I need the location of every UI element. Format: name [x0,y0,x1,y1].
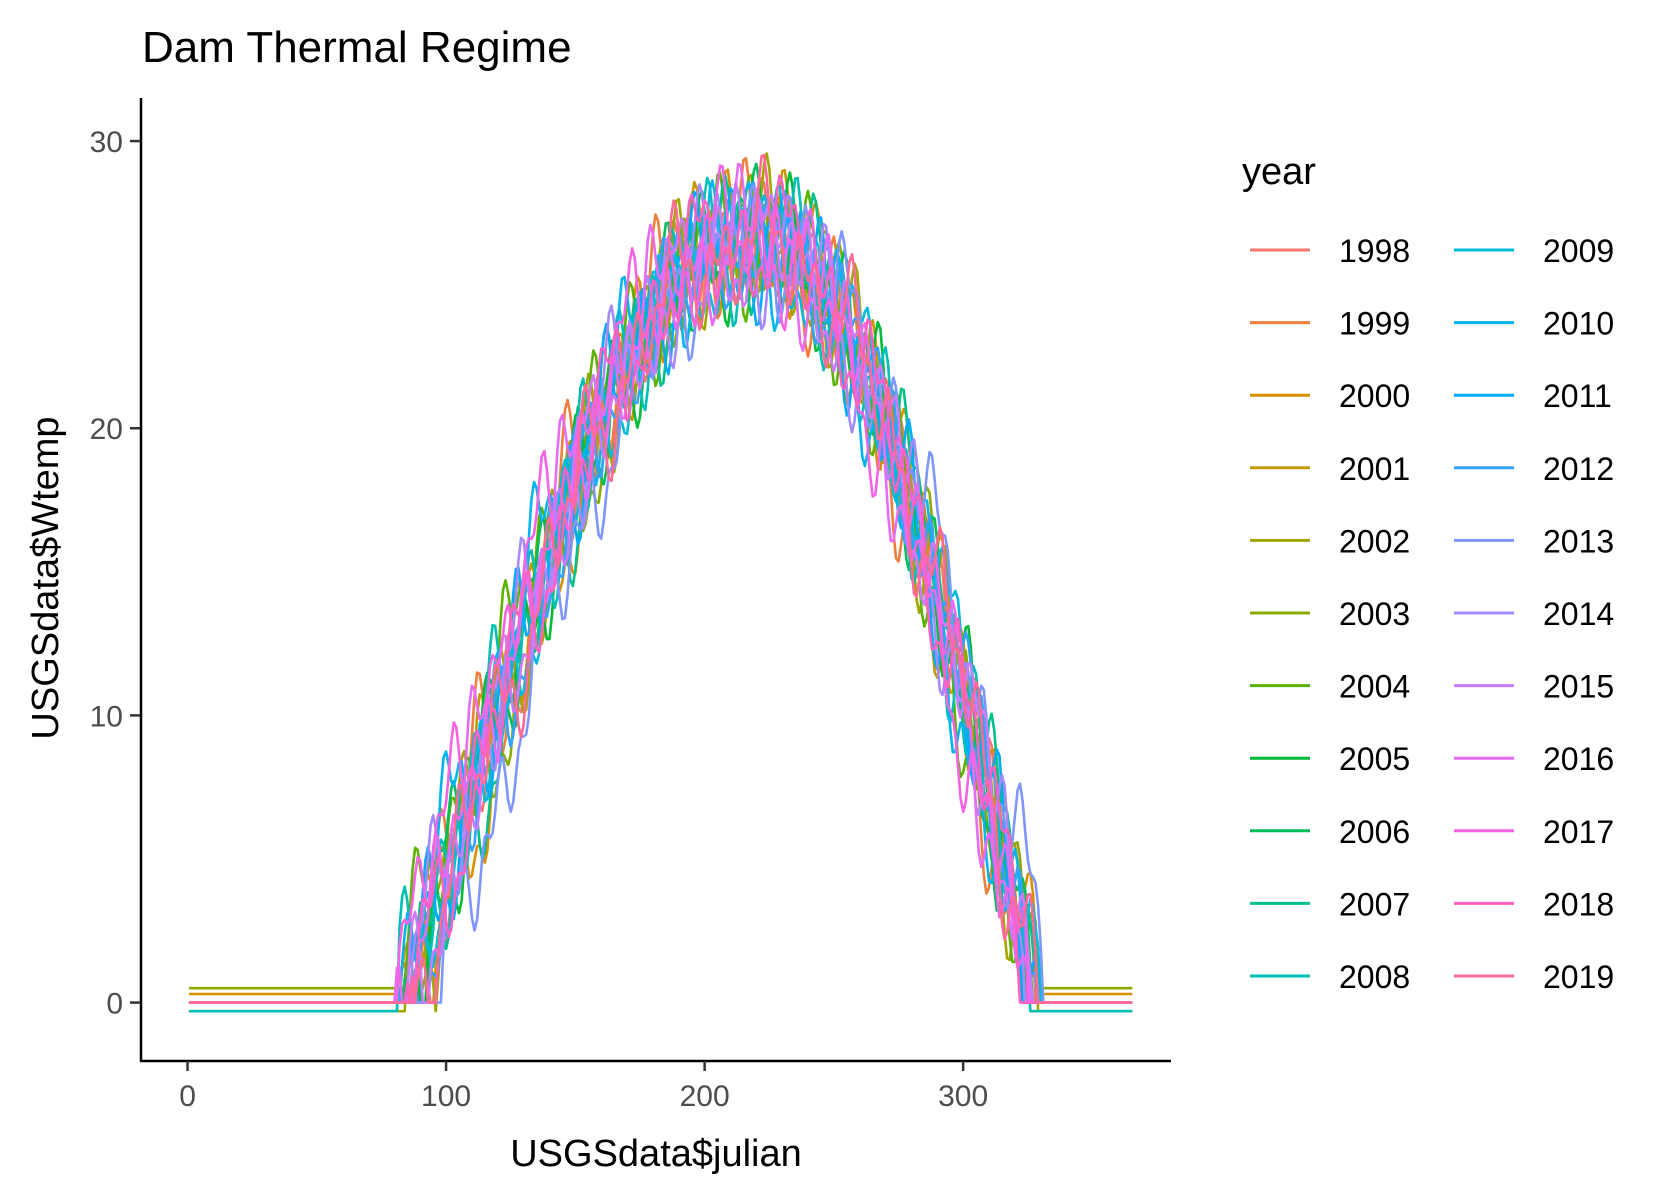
legend-label-2016: 2016 [1543,741,1614,777]
legend-label-2019: 2019 [1543,959,1614,995]
x-axis-ticks: 0 100 200 300 [179,1061,988,1113]
legend-label-2011: 2011 [1543,378,1612,414]
legend-label-2007: 2007 [1339,886,1410,922]
legend: year 1998 1999 2000 2001 2002 2003 2004 2005 200… [1242,151,1614,995]
legend-label-2013: 2013 [1543,523,1614,559]
legend-label-2003: 2003 [1339,596,1410,632]
plot-area [188,152,1133,1013]
chart-title: Dam Thermal Regime [142,23,572,72]
x-tick-label: 200 [680,1080,730,1113]
x-tick-label: 100 [421,1080,471,1113]
legend-label-2017: 2017 [1543,814,1614,850]
legend-label-1999: 1999 [1339,306,1410,342]
legend-label-2008: 2008 [1339,959,1410,995]
legend-label-2009: 2009 [1543,233,1614,269]
x-tick-label: 0 [179,1080,196,1113]
legend-label-2015: 2015 [1543,669,1614,705]
x-tick-label: 300 [938,1080,988,1113]
legend-title: year [1242,151,1316,193]
legend-items: 1998 1999 2000 2001 2002 2003 2004 2005 2006 2007… [1250,233,1614,995]
legend-label-1998: 1998 [1339,233,1410,269]
legend-label-2006: 2006 [1339,814,1410,850]
y-tick-label: 0 [106,988,123,1021]
y-axis-title: USGSdata$Wtemp [25,416,67,739]
legend-label-2002: 2002 [1339,523,1410,559]
legend-label-2004: 2004 [1339,669,1410,705]
y-tick-label: 20 [90,413,123,446]
legend-label-2000: 2000 [1339,378,1410,414]
legend-label-2018: 2018 [1543,886,1614,922]
series-line-2019 [188,153,1133,1004]
y-tick-label: 30 [90,126,123,159]
legend-label-2012: 2012 [1543,451,1614,487]
legend-label-2010: 2010 [1543,306,1614,342]
legend-label-2001: 2001 [1339,451,1410,487]
legend-label-2005: 2005 [1339,741,1410,777]
legend-label-2014: 2014 [1543,596,1614,632]
x-axis-title: USGSdata$julian [510,1133,802,1175]
y-tick-label: 10 [90,700,123,733]
y-axis-ticks: 0 10 20 30 [90,126,140,1021]
